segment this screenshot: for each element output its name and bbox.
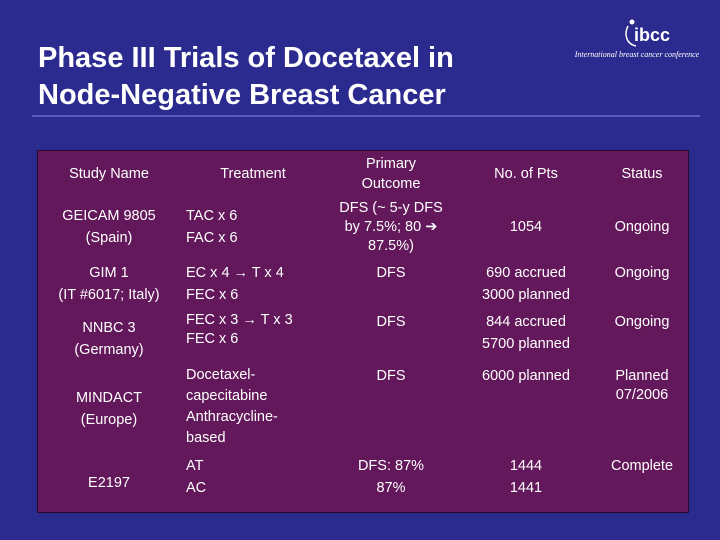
title-divider: [32, 115, 700, 117]
cell-status: Complete: [610, 458, 674, 474]
table-row: E2197 AT AC DFS: 87% 87% 1444 1441 Compl…: [38, 454, 688, 512]
cell-treatment: Docetaxel- capecitabine Anthracycline- b…: [186, 367, 278, 446]
cell-pts: 6000 planned: [482, 368, 570, 384]
header-primary-outcome: Primary Outcome: [361, 156, 421, 192]
table-row: GIM 1 (IT #6017; Italy) EC x 4 → T x 4 F…: [38, 258, 688, 307]
cell-study: MINDACT (Europe): [75, 389, 143, 428]
ibcc-logo-caption: International breast cancer conference: [574, 50, 700, 59]
svg-text:ibcc: ibcc: [634, 25, 670, 45]
cell-status: Ongoing: [614, 265, 670, 281]
table-row: GEICAM 9805 (Spain) TAC x 6 FAC x 6 DFS …: [38, 196, 688, 258]
table-header-row: Study Name Treatment Primary Outcome No.…: [38, 151, 688, 196]
slide-title-line-1: Phase III Trials of Docetaxel in: [38, 42, 454, 74]
cell-treatment: AT AC: [186, 458, 207, 496]
cell-treatment: FEC x 3 → T x 3 FEC x 6: [186, 312, 293, 347]
cell-outcome: DFS: 87% 87%: [357, 458, 425, 496]
cell-outcome: DFS (~ 5-y DFS by 7.5%; 80 ➔ 87.5%): [339, 199, 443, 254]
cell-study: E2197: [88, 475, 130, 491]
table-row: MINDACT (Europe) Docetaxel- capecitabine…: [38, 363, 688, 454]
cell-status: Planned 07/2006: [615, 368, 669, 403]
cell-status: Ongoing: [614, 219, 670, 235]
cell-pts: 1444 1441: [509, 458, 543, 496]
cell-pts: 844 accrued 5700 planned: [482, 314, 570, 352]
cell-outcome: DFS: [376, 314, 406, 330]
cell-treatment: TAC x 6 FAC x 6: [186, 208, 238, 246]
trials-table: Study Name Treatment Primary Outcome No.…: [37, 150, 689, 513]
header-study-name: Study Name: [69, 166, 149, 182]
cell-outcome: DFS: [376, 368, 406, 384]
cell-outcome: DFS: [376, 265, 406, 281]
table-row: NNBC 3 (Germany) FEC x 3 → T x 3 FEC x 6…: [38, 307, 688, 363]
header-no-of-pts: No. of Pts: [494, 166, 558, 182]
cell-treatment: EC x 4 → T x 4 FEC x 6: [186, 265, 284, 303]
cell-study: NNBC 3 (Germany): [74, 320, 144, 358]
cell-pts: 1054: [509, 219, 543, 235]
ibcc-logo-mark: ibcc: [625, 19, 670, 47]
slide-title: Phase III Trials of Docetaxel in Node-Ne…: [38, 40, 538, 114]
cell-study: GEICAM 9805 (Spain): [62, 208, 156, 246]
header-treatment: Treatment: [220, 166, 286, 182]
cell-pts: 690 accrued 3000 planned: [482, 265, 570, 303]
ibcc-logo: ibcc International breast cancer confere…: [562, 16, 712, 66]
cell-study: GIM 1 (IT #6017; Italy): [58, 265, 160, 303]
slide-title-line-2: Node-Negative Breast Cancer: [38, 79, 446, 111]
cell-status: Ongoing: [614, 314, 670, 330]
header-status: Status: [621, 166, 663, 182]
